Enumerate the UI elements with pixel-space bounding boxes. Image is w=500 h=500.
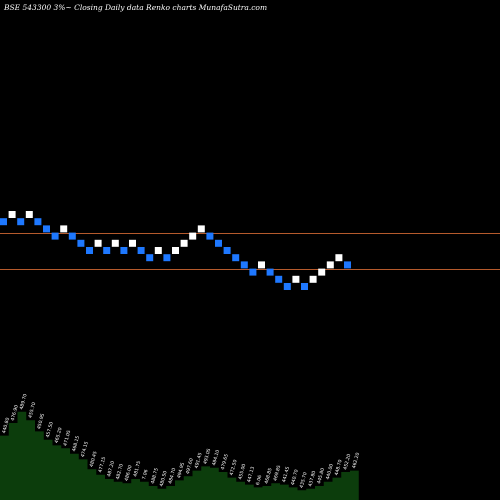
renko-brick-up [25, 211, 33, 218]
volume-label: 440.70 [290, 469, 300, 486]
renko-brick-down [120, 247, 128, 254]
renko-brick-down [86, 247, 93, 254]
volume-label: 489.70 [19, 393, 29, 410]
renko-brick-up [292, 275, 300, 283]
volume-label: 441.45 [281, 466, 291, 483]
volume-label: 484.70 [167, 467, 177, 484]
volume-label: 445.80 [316, 467, 326, 484]
volume-label: 476.90 [10, 404, 20, 421]
renko-brick-down [283, 283, 291, 290]
renko-brick-up [335, 254, 343, 262]
volume-label: 491.45 [194, 452, 204, 469]
renko-brick-up [111, 239, 119, 247]
volume-area-layer [0, 411, 359, 500]
renko-brick-up [326, 261, 334, 269]
renko-brick-up [60, 225, 68, 233]
renko-brick-down [103, 247, 111, 254]
volume-label: 484.10 [211, 449, 221, 466]
volume-label: 474.15 [80, 441, 90, 458]
renko-brick-down [163, 254, 171, 262]
renko-brick-up [154, 247, 162, 254]
renko-brick-down [68, 232, 76, 240]
volume-label: 440.00 [325, 463, 335, 480]
renko-brick-down [215, 239, 222, 247]
volume-label: 488.75 [150, 467, 160, 484]
renko-brick-up [258, 261, 265, 269]
volume-label: 480.45 [89, 451, 99, 468]
volume-label: 486.00 [124, 465, 134, 482]
volume-label: 469.85 [272, 465, 282, 482]
chart-title: BSE 543300 3%~ Closing Daily data Renko … [4, 3, 268, 12]
renko-brick-up [129, 239, 136, 247]
renko-brick-down [275, 275, 283, 283]
volume-label: 477.15 [97, 456, 107, 473]
volume-label: 435.70 [299, 472, 309, 489]
volume-label: 462.20 [351, 452, 361, 469]
renko-brick-down [240, 261, 248, 269]
renko-brick-up [189, 232, 197, 240]
renko-brick-down [43, 225, 50, 233]
renko-brick-up [8, 211, 16, 218]
renko-brick-down [0, 218, 7, 226]
renko-brick-up [309, 275, 317, 283]
volume-label: 472.50 [229, 459, 239, 476]
volume-label: 497.60 [185, 458, 195, 475]
volume-label: 440.80 [1, 417, 11, 434]
volume-label: 487.20 [106, 460, 116, 477]
renko-bricks [0, 211, 351, 290]
volume-area [0, 411, 359, 500]
volume-label: 437.80 [307, 470, 317, 487]
renko-brick-down [301, 283, 308, 290]
renko-brick-down [232, 254, 240, 262]
volume-label: 481.75 [132, 460, 142, 477]
volume-label: 482.70 [115, 463, 125, 480]
renko-brick-up [172, 247, 179, 254]
renko-brick-up [318, 268, 326, 276]
renko-brick-up [94, 239, 102, 247]
volume-label: 448.70 [334, 459, 344, 476]
renko-brick-down [17, 218, 25, 226]
volume-label: 493.05 [202, 448, 212, 465]
renko-brick-down [266, 268, 274, 276]
volume-label: 480.50 [159, 470, 169, 487]
volume-label: 6.06 [255, 474, 263, 486]
renko-brick-up [180, 239, 188, 247]
volume-label: 455.00 [237, 463, 247, 480]
renko-brick-down [344, 261, 351, 269]
renko-brick-down [146, 254, 154, 262]
volume-label: 465.20 [54, 427, 64, 444]
volume-label: 494.95 [176, 462, 186, 479]
volume-label: 450.95 [36, 413, 46, 430]
volume-label: 452.20 [342, 453, 352, 470]
renko-brick-down [34, 218, 42, 226]
volume-label: 7.06 [141, 469, 149, 481]
renko-brick-up [197, 225, 205, 233]
volume-label: 447.13 [246, 466, 256, 483]
renko-brick-down [249, 268, 257, 276]
renko-brick-down [206, 232, 214, 240]
renko-brick-down [137, 247, 145, 254]
renko-brick-down [223, 247, 231, 254]
volume-label: 455.70 [27, 402, 37, 419]
volume-label: 468.85 [264, 467, 274, 484]
volume-label: 471.05 [62, 430, 72, 447]
volume-label: 479.65 [220, 453, 230, 470]
renko-brick-down [51, 232, 59, 240]
volume-label: 457.50 [45, 421, 55, 438]
renko-brick-down [77, 239, 85, 247]
volume-label: 468.15 [71, 435, 81, 452]
